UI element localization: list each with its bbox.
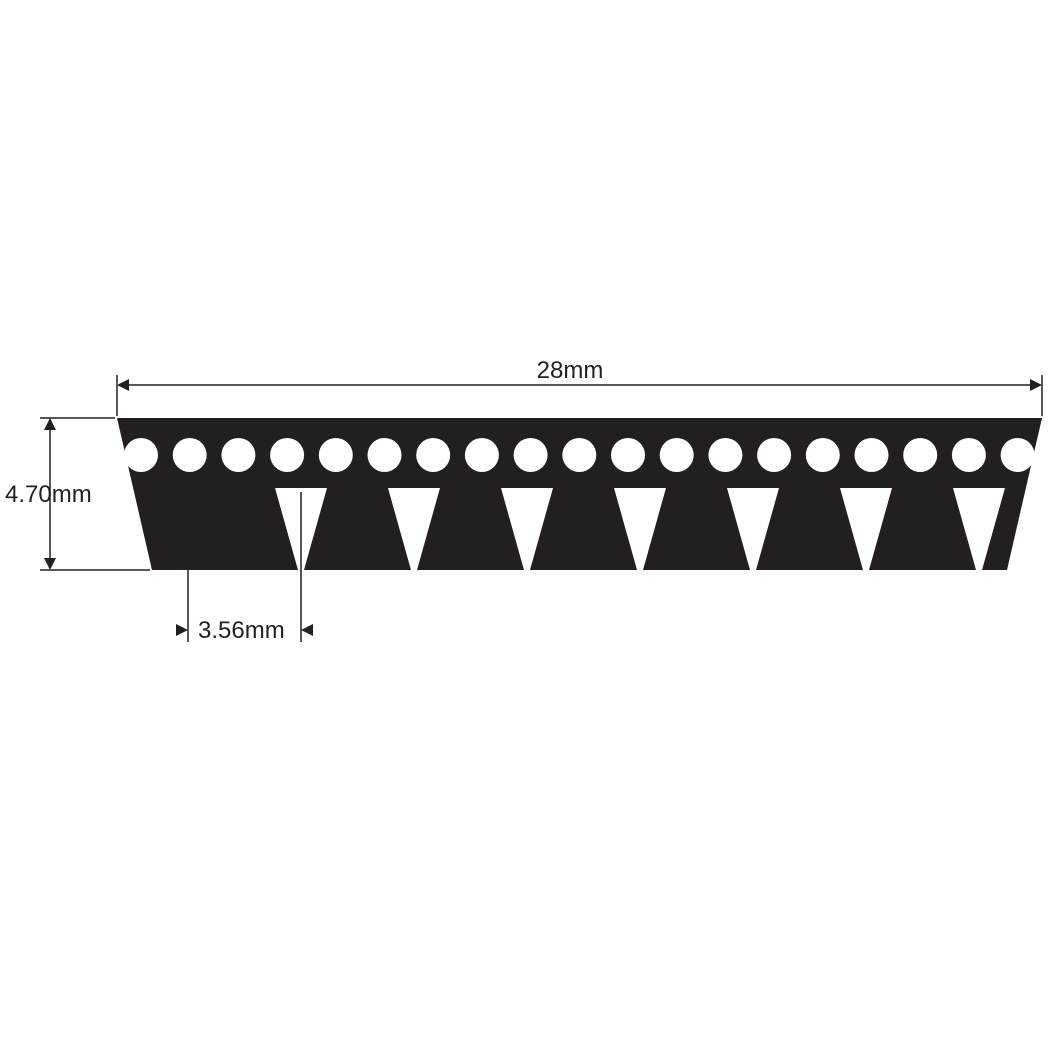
- cord-hole: [173, 438, 207, 472]
- cord-hole: [416, 438, 450, 472]
- cord-hole: [562, 438, 596, 472]
- cord-hole: [514, 438, 548, 472]
- cord-hole: [270, 438, 304, 472]
- cord-hole: [855, 438, 889, 472]
- dimension-arrowhead: [44, 418, 56, 430]
- cord-hole: [368, 438, 402, 472]
- cord-hole: [952, 438, 986, 472]
- cord-hole: [1001, 438, 1035, 472]
- cord-hole: [708, 438, 742, 472]
- cord-hole: [319, 438, 353, 472]
- cord-hole: [124, 438, 158, 472]
- dimension-arrowhead: [176, 624, 188, 636]
- dim-width-label: 28mm: [537, 357, 604, 384]
- dimension-arrowhead: [301, 624, 313, 636]
- cord-hole: [221, 438, 255, 472]
- cord-hole: [757, 438, 791, 472]
- cord-hole: [465, 438, 499, 472]
- dim-pitch-label: 3.56mm: [198, 617, 285, 644]
- cord-hole: [660, 438, 694, 472]
- cord-hole: [903, 438, 937, 472]
- dimension-arrowhead: [117, 379, 129, 391]
- dimension-arrowhead: [1030, 379, 1042, 391]
- cord-hole: [611, 438, 645, 472]
- cord-hole: [806, 438, 840, 472]
- dim-height-label: 4.70mm: [5, 481, 92, 508]
- dimension-arrowhead: [44, 558, 56, 570]
